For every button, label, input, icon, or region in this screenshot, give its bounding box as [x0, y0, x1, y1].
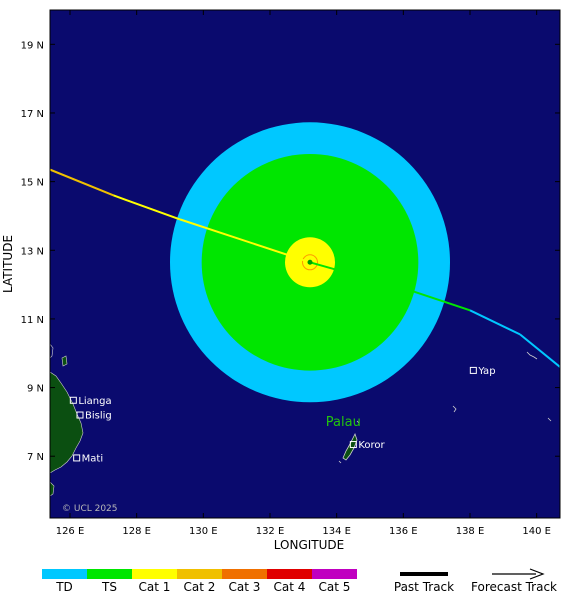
storm-center-marker [307, 259, 313, 265]
x-tick-label: 138 E [456, 526, 485, 537]
place-markers: Lianga Bislig Mati Yap Koror [69, 366, 496, 464]
y-axis-ticks: 7 N 9 N 11 N 13 N 15 N 17 N 19 N [21, 40, 560, 463]
track-segment [50, 168, 114, 197]
track-segment [469, 309, 521, 336]
legend-label: TD [55, 580, 73, 594]
forecast-track-label: Forecast Track [471, 580, 557, 594]
y-tick-label: 9 N [27, 384, 44, 395]
x-tick-label: 130 E [189, 526, 218, 537]
track-segment [413, 290, 471, 312]
x-axis-ticks: 126 E 128 E 130 E 132 E 134 E 136 E 138 E 140 E [56, 10, 551, 537]
legend-label: Cat 3 [229, 580, 261, 594]
x-tick-label: 136 E [389, 526, 418, 537]
legend-swatch [87, 569, 132, 579]
storm-track [50, 168, 560, 368]
x-tick-label: 134 E [322, 526, 351, 537]
y-tick-label: 11 N [21, 315, 44, 326]
legend-label: TS [101, 580, 117, 594]
copyright-text: © UCL 2025 [62, 504, 118, 514]
past-track-label: Past Track [394, 580, 454, 594]
legend-swatch [132, 569, 177, 579]
y-tick-label: 13 N [21, 246, 44, 257]
x-tick-label: 132 E [256, 526, 285, 537]
category-legend: TD TS Cat 1 Cat 2 Cat 3 Cat 4 Cat 5 [42, 569, 357, 594]
legend-swatch [42, 569, 87, 579]
legend-label: Cat 2 [184, 580, 216, 594]
y-axis-title: LATITUDE [1, 235, 15, 293]
legend-swatch [222, 569, 267, 579]
palau-south-islet [338, 460, 342, 464]
legend-swatch [312, 569, 357, 579]
place-marker [76, 411, 84, 419]
legend-label: Cat 1 [139, 580, 171, 594]
place-marker [349, 441, 357, 449]
place-marker [469, 366, 477, 374]
track-segment [112, 194, 181, 221]
y-tick-label: 19 N [21, 40, 44, 51]
place-marker [69, 396, 77, 404]
x-tick-label: 140 E [522, 526, 551, 537]
yap-islet [547, 417, 552, 422]
legend-swatch [267, 569, 312, 579]
track-segment [519, 333, 560, 368]
region-label-palau: Palau [326, 415, 361, 430]
y-tick-label: 15 N [21, 178, 44, 189]
palau-north-islet [356, 420, 360, 424]
place-label: Lianga [78, 396, 111, 407]
y-tick-label: 17 N [21, 109, 44, 120]
ngulu-islet [452, 405, 457, 413]
place-label: Bislig [85, 411, 112, 422]
storm-eye-ring [302, 254, 318, 271]
track-segment [179, 218, 311, 264]
x-tick-label: 128 E [122, 526, 151, 537]
track-segment [309, 261, 414, 293]
place-label: Mati [82, 453, 103, 464]
x-axis-title: LONGITUDE [274, 538, 344, 552]
legend-swatch [177, 569, 222, 579]
mindanao-south-islet [50, 481, 55, 497]
siargao-islet [61, 355, 68, 367]
place-label: Koror [358, 440, 385, 451]
y-tick-label: 7 N [27, 452, 44, 463]
x-tick-label: 126 E [56, 526, 85, 537]
ulithi-islets [526, 351, 538, 360]
legend-label: Cat 4 [274, 580, 306, 594]
forecast-arrow-icon [529, 568, 545, 580]
place-label: Yap [477, 366, 495, 377]
mindanao-landmass [50, 371, 84, 474]
place-marker [73, 454, 81, 462]
dinagat-islet [50, 343, 54, 359]
legend-label: Cat 5 [319, 580, 351, 594]
plot-border [49, 9, 561, 519]
